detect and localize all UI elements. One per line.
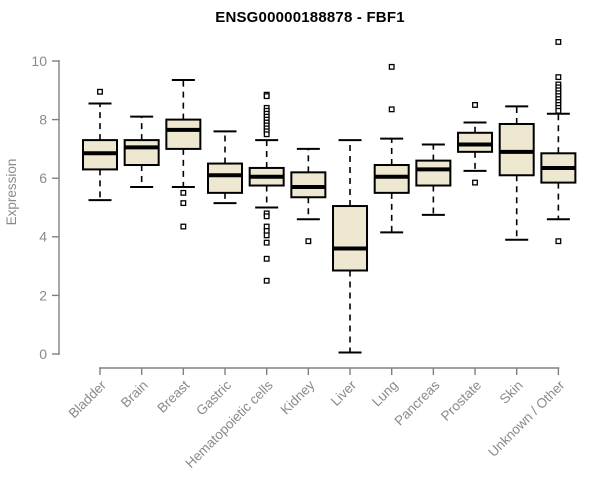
outlier-marker-breast [180, 189, 187, 196]
box-rect-skin [498, 122, 535, 177]
y-tick-label: 10 [31, 53, 47, 69]
box-group-lung: Lung [369, 63, 410, 410]
box-group-breast: Breast [154, 79, 202, 416]
box-rect-liver [332, 205, 369, 272]
box-group-gastric: Gastric [193, 130, 244, 418]
box-group-kidney: Kidney [278, 147, 327, 417]
outlier-marker-breast [180, 200, 187, 207]
x-category-label-gastric: Gastric [193, 377, 234, 418]
outlier-marker-kidney [305, 238, 312, 245]
box-rect-kidney [290, 171, 327, 199]
y-tick-label: 8 [39, 112, 47, 128]
outlier-marker-prostate [472, 179, 478, 186]
box-rect-lung [373, 164, 410, 194]
y-tick-label: 6 [39, 170, 47, 186]
outlier-marker-lung [388, 63, 395, 70]
box-rect-gastric [207, 162, 244, 194]
x-category-label-kidney: Kidney [278, 377, 318, 417]
box-group-brain: Brain [118, 115, 160, 411]
outlier-marker-bladder [97, 88, 103, 95]
box-rect-pancreas [415, 159, 452, 187]
outlier-marker-unknown-other [555, 39, 562, 45]
box-rect-prostate [457, 131, 494, 153]
y-axis-title: Expression [4, 159, 19, 226]
outlier-marker-hematopoietic-cells [263, 131, 270, 138]
outlier-marker-breast [180, 223, 187, 230]
y-tick-label: 4 [39, 229, 47, 245]
box-group-bladder: Bladder [66, 88, 118, 421]
box-rect-breast [165, 118, 202, 150]
outlier-marker-unknown-other [555, 74, 562, 81]
outlier-marker-hematopoietic-cells [263, 277, 270, 284]
x-category-label-unknown-other: Unknown / Other [485, 377, 568, 460]
x-category-label-bladder: Bladder [66, 377, 110, 421]
outlier-marker-hematopoietic-cells [263, 232, 270, 239]
outlier-marker-hematopoietic-cells [263, 255, 270, 262]
x-category-label-liver: Liver [328, 377, 360, 409]
outlier-marker-unknown-other [555, 238, 562, 245]
y-tick-label: 0 [39, 346, 47, 362]
y-tick-label: 2 [39, 287, 47, 303]
outlier-marker-hematopoietic-cells [263, 239, 270, 246]
outlier-marker-prostate [472, 102, 478, 108]
x-category-label-breast: Breast [154, 377, 192, 415]
x-category-label-prostate: Prostate [438, 378, 484, 424]
x-category-label-skin: Skin [497, 378, 526, 407]
x-category-label-brain: Brain [118, 378, 151, 411]
outlier-marker-hematopoietic-cells [263, 93, 270, 100]
box-group-skin: Skin [497, 105, 535, 407]
box-group-liver: Liver [328, 139, 369, 409]
outlier-marker-lung [388, 106, 395, 113]
x-category-label-lung: Lung [369, 378, 401, 410]
box-group-prostate: Prostate [438, 102, 494, 424]
outlier-marker-hematopoietic-cells [263, 213, 270, 220]
box-rect-brain [123, 139, 160, 167]
chart-title: ENSG00000188878 - FBF1 [215, 9, 405, 26]
outlier-marker-unknown-other [555, 107, 562, 114]
x-category-label-pancreas: Pancreas [392, 377, 443, 428]
